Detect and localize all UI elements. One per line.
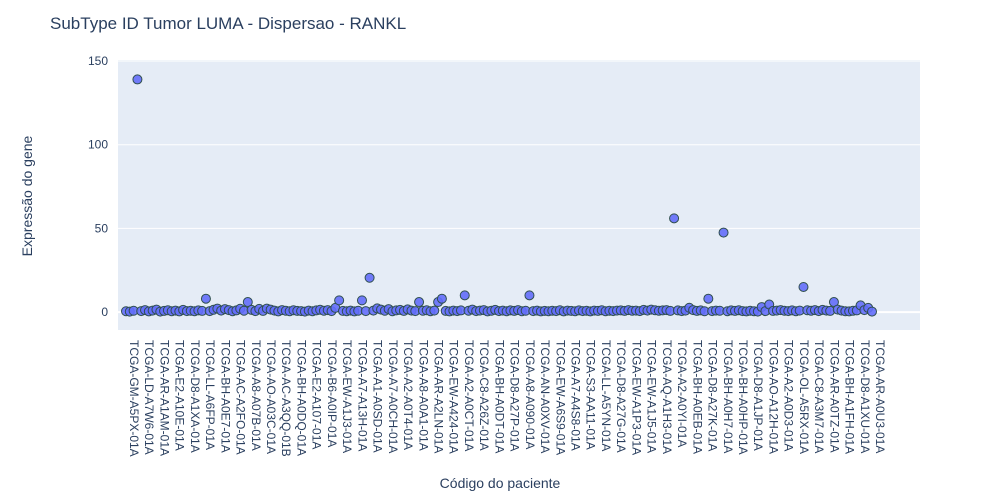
- x-tick-label: TCGA-D8-A1JP-01A: [751, 340, 765, 451]
- x-tick-label: TCGA-AC-A3QQ-01B: [279, 340, 293, 457]
- point: [798, 281, 809, 292]
- y-axis-title: Expressão do gene: [19, 135, 35, 256]
- x-tick-label: TCGA-B6-A0IP-01A: [325, 340, 339, 447]
- x-tick-label: TCGA-A8-A07B-01A: [249, 340, 263, 451]
- point: [200, 293, 211, 304]
- x-tick-label: TCGA-C8-A3M7-01A: [812, 340, 826, 453]
- x-tick-label: TCGA-C8-A26Z-01A: [477, 340, 491, 451]
- point: [429, 305, 440, 316]
- x-tick-label: TCGA-AO-A03C-01A: [264, 340, 278, 454]
- point: [334, 295, 345, 306]
- x-tick-label: TCGA-A8-A0A1-01A: [416, 340, 430, 451]
- point: [436, 293, 447, 304]
- x-tick-label: TCGA-A2-A0T4-01A: [401, 340, 415, 450]
- point: [867, 306, 877, 317]
- y-tick-label: 100: [88, 138, 108, 152]
- point: [703, 293, 714, 304]
- point: [132, 74, 143, 85]
- x-tick-label: TCGA-A1-A0SD-01A: [371, 340, 385, 453]
- y-tick-label: 0: [101, 305, 108, 319]
- y-tick-label: 150: [88, 54, 108, 68]
- x-tick-label: TCGA-BH-A0H7-01A: [721, 340, 735, 453]
- x-tick-label: TCGA-AR-A1AM-01A: [157, 340, 171, 456]
- x-tick-label: TCGA-D8-A1XU-01A: [858, 340, 872, 453]
- x-tick-label: TCGA-AO-A12H-01A: [766, 340, 780, 454]
- point: [459, 290, 470, 301]
- x-tick-label: TCGA-EW-A1J5-01A: [645, 340, 659, 453]
- x-tick-label: TCGA-AR-A0TZ-01A: [827, 340, 841, 453]
- x-tick-label: TCGA-D8-A27K-01A: [706, 340, 720, 451]
- x-tick-label: TCGA-BH-A0E7-01A: [218, 340, 232, 453]
- x-tick-label: TCGA-LD-A7W6-01A: [142, 340, 156, 455]
- x-tick-label: TCGA-AC-A2FO-01A: [234, 340, 248, 455]
- plot-area: [118, 60, 920, 330]
- x-axis-title: Código do paciente: [440, 475, 561, 491]
- x-tick-label: TCGA-D8-A1XA-01A: [188, 340, 202, 453]
- x-tick-label: TCGA-GM-A5PX-01A: [127, 340, 141, 457]
- point: [364, 272, 375, 283]
- x-tick-label: TCGA-S3-AA11-01A: [584, 340, 598, 450]
- x-tick-label: TCGA-BH-A0HP-01A: [736, 340, 750, 455]
- x-tick-label: TCGA-BH-A0EB-01A: [690, 340, 704, 454]
- x-tick-label: TCGA-BH-A0DT-01A: [492, 340, 506, 453]
- point: [242, 297, 253, 308]
- point: [718, 227, 729, 238]
- chart-title: SubType ID Tumor LUMA - Dispersao - RANK…: [50, 14, 406, 33]
- x-tick-label: TCGA-A7-A4S8-01A: [569, 340, 583, 451]
- point: [524, 290, 535, 301]
- x-tick-label: TCGA-LL-A6FP-01A: [203, 340, 217, 450]
- point: [414, 297, 425, 308]
- x-tick-label: TCGA-EW-A1P3-01A: [629, 340, 643, 455]
- y-tick-label: 50: [95, 221, 109, 235]
- x-tick-label: TCGA-EW-A424-01A: [447, 340, 461, 454]
- x-tick-label: TCGA-AR-A2LN-01A: [431, 340, 445, 453]
- x-tick-label: TCGA-E2-A10E-01A: [173, 340, 187, 451]
- x-tick-label: TCGA-AQ-A1H3-01A: [660, 340, 674, 454]
- point: [356, 295, 367, 306]
- x-tick-label: TCGA-EW-A6S9-01A: [553, 340, 567, 455]
- point: [669, 213, 680, 224]
- x-tick-label: TCGA-D8-A27P-01A: [508, 340, 522, 451]
- x-tick-label: TCGA-AR-A0U3-01A: [873, 340, 887, 453]
- x-tick-label: TCGA-D8-A27G-01A: [614, 340, 628, 453]
- x-tick-label: TCGA-A7-A13H-01A: [355, 340, 369, 451]
- x-tick-label: TCGA-EW-A1J3-01A: [340, 340, 354, 453]
- x-tick-label: TCGA-A7-A0CH-01A: [386, 340, 400, 453]
- x-tick-label: TCGA-BH-A1FH-01A: [843, 340, 857, 454]
- x-tick-label: TCGA-AN-A0XV-01A: [538, 340, 552, 453]
- x-tick-label: TCGA-A2-A0YI-01A: [675, 340, 689, 447]
- x-tick-label: TCGA-OL-A5RX-01A: [797, 340, 811, 454]
- x-tick-label: TCGA-A2-A0D3-01A: [782, 340, 796, 451]
- x-tick-label: TCGA-E2-A107-01A: [310, 340, 324, 449]
- x-tick-label: TCGA-A2-A0CT-01A: [462, 340, 476, 451]
- x-tick-label: TCGA-A8-A090-01A: [523, 340, 537, 449]
- x-tick-label: TCGA-BH-A0DQ-01A: [294, 340, 308, 456]
- x-tick-label: TCGA-LL-A5YN-01A: [599, 340, 613, 451]
